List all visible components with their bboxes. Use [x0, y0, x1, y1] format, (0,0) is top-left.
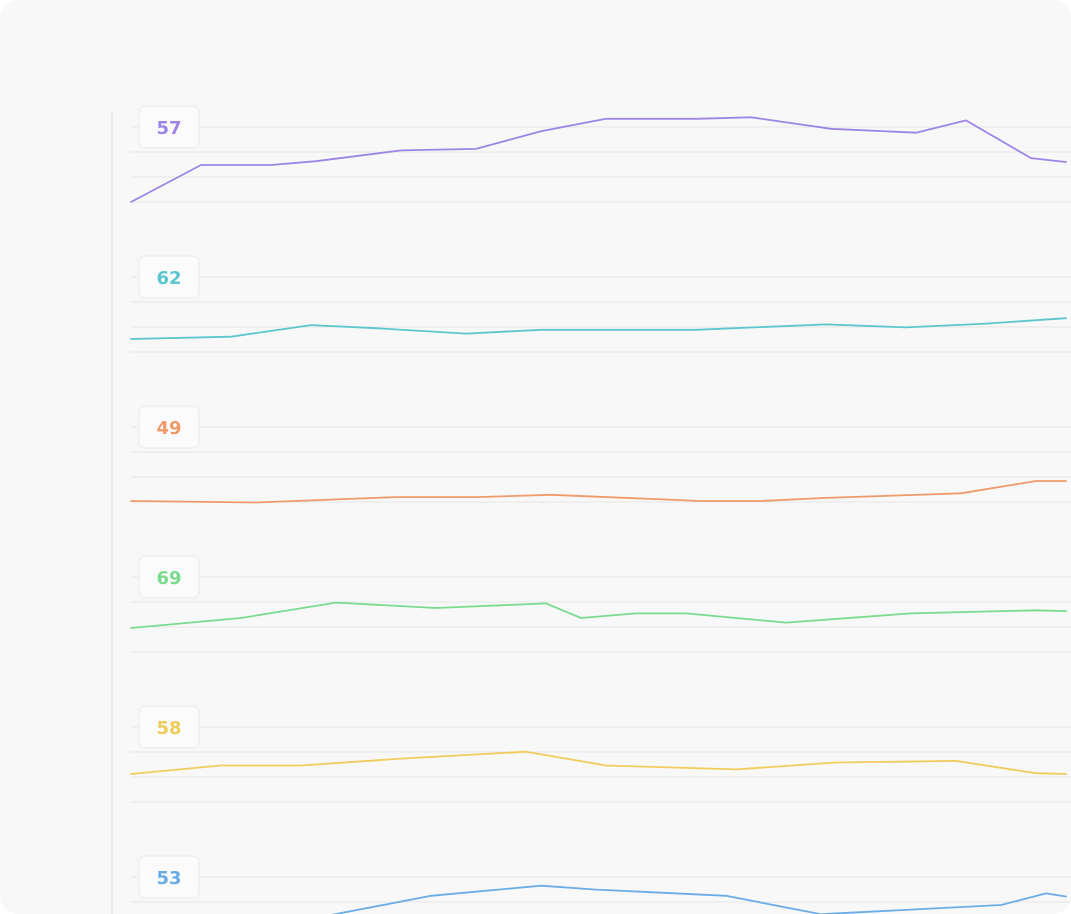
series-line-3	[130, 480, 1067, 504]
value-badge-label: 58	[156, 718, 181, 739]
value-badge-box	[138, 405, 200, 449]
value-badge-4: 69	[138, 555, 200, 599]
series-lines	[130, 116, 1067, 914]
value-badge-1: 57	[138, 105, 200, 149]
value-badge-box	[138, 255, 200, 299]
value-badge-5: 58	[138, 705, 200, 749]
value-badge-box	[138, 855, 200, 899]
value-badge-2: 62	[138, 255, 200, 299]
value-badge-label: 62	[156, 268, 181, 289]
gridlines	[111, 112, 1071, 914]
series-line-6	[331, 884, 1067, 914]
value-badge-3: 49	[138, 405, 200, 449]
value-badge-label: 49	[156, 418, 181, 439]
value-badge-box	[138, 105, 200, 149]
series-line-5	[130, 750, 1067, 775]
series-line-2	[130, 317, 1067, 340]
value-badges: 57 62 49 69 58 53	[138, 105, 200, 899]
value-badge-label: 57	[156, 118, 181, 139]
series-line-1	[130, 116, 1067, 203]
series-line-4	[130, 601, 1067, 629]
value-badge-box	[138, 555, 200, 599]
value-badge-6: 53	[138, 855, 200, 899]
value-badge-label: 53	[156, 868, 181, 889]
value-badge-box	[138, 705, 200, 749]
value-badge-label: 69	[156, 568, 181, 589]
